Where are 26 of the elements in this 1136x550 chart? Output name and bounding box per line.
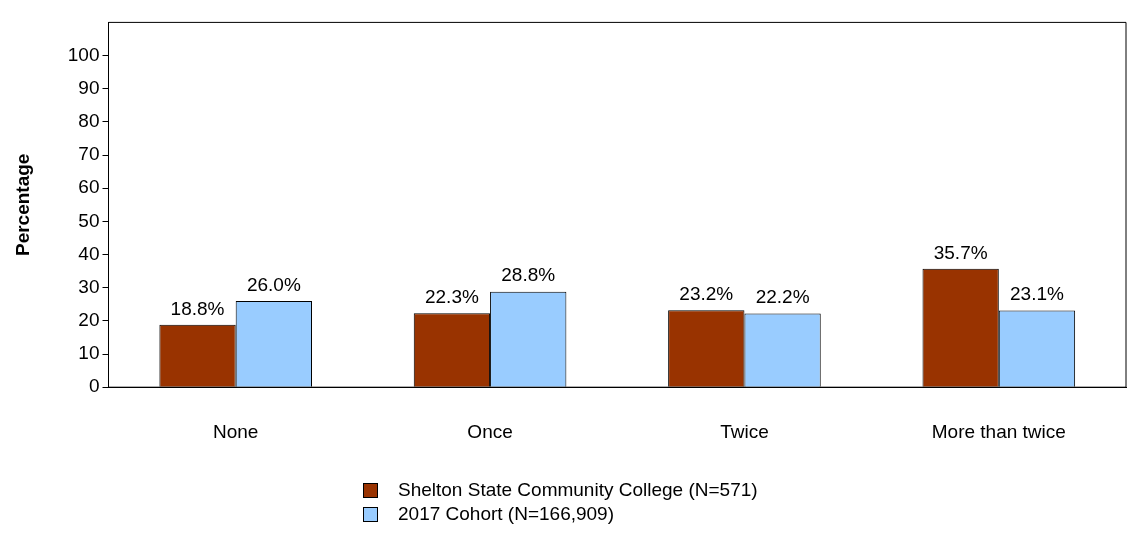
x-tick-label: Twice [720,420,769,442]
y-tick-label: 20 [78,309,100,331]
data-label: 23.1% [1010,283,1065,305]
y-tick-label: 50 [78,209,100,231]
legend-label: Shelton State Community College (N=571) [398,479,758,501]
data-label: 28.8% [501,264,556,286]
y-tick-label: 40 [78,242,100,264]
y-tick-label: 70 [78,143,100,165]
y-tick-label: 0 [88,375,100,397]
y-tick-label: 10 [78,342,100,364]
x-tick-label: More than twice [931,420,1066,442]
data-label: 35.7% [933,241,988,263]
data-label: 18.8% [170,297,225,319]
data-label: 26.0% [246,273,301,295]
data-label: 22.3% [424,285,479,307]
data-label: 23.2% [679,282,734,304]
legend-label: 2017 Cohort (N=166,909) [398,503,615,525]
data-label: 22.2% [755,286,810,308]
y-tick-label: 80 [78,110,100,132]
y-axis-title: Percentage [11,153,33,257]
x-tick-label: Once [467,420,513,442]
y-tick-label: 100 [67,43,100,65]
y-tick-label: 30 [78,275,100,297]
y-tick-label: 60 [78,176,100,198]
x-tick-label: None [212,420,259,442]
y-tick-label: 90 [78,76,100,98]
